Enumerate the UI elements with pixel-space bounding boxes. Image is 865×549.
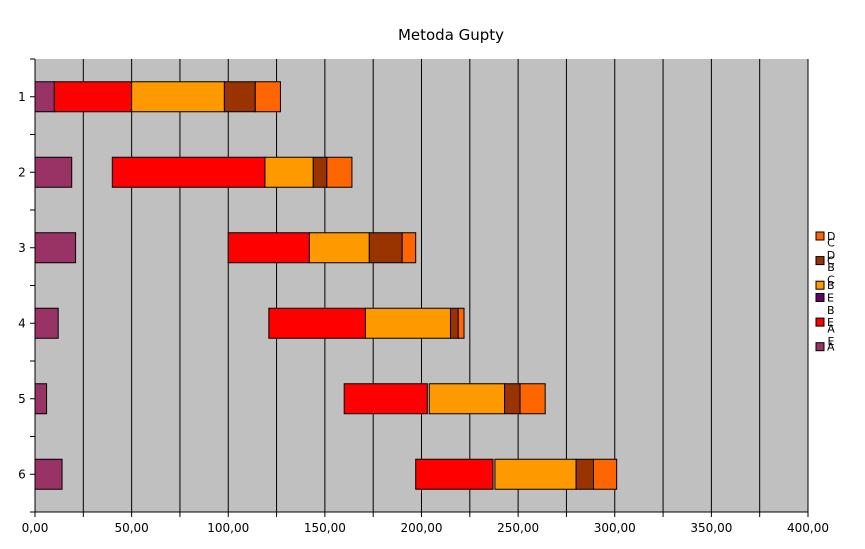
bar-row4-A <box>34 307 59 339</box>
bars <box>34 81 618 490</box>
legend-swatch-0 <box>815 231 825 241</box>
bar-row2-B <box>264 156 314 188</box>
x-tick-label-7: 350,00 <box>690 521 732 535</box>
bar-row5-E <box>343 383 428 415</box>
x-tick-label-3: 150,00 <box>304 521 346 535</box>
x-tick-label-2: 100,00 <box>207 521 249 535</box>
x-tick-label-1: 50,00 <box>114 521 148 535</box>
bar-row4-E <box>268 307 366 339</box>
axes: 1 2 3 4 5 6 0,00 50,00 100,00 150,00 200,00 250,00 3… <box>18 58 829 535</box>
y-tick-label-3: 3 <box>18 241 26 255</box>
legend-label-2: C <box>827 255 835 268</box>
x-tick-label-4: 200,00 <box>401 521 443 535</box>
legend-swatch-2 <box>815 256 825 266</box>
bar-row5-A <box>34 383 48 415</box>
bar-row2-A <box>34 156 73 188</box>
bar-row4-C <box>449 307 459 339</box>
legend-swatch-5 <box>815 293 825 302</box>
bar-row1-C <box>223 81 256 113</box>
plot-area <box>35 59 809 512</box>
legend-label-0: D <box>827 230 835 243</box>
x-tick-label-0: 0,00 <box>22 521 49 535</box>
legend-label-6: B <box>827 304 835 317</box>
bar-row5-D <box>519 383 546 415</box>
bar-row6-C <box>575 458 594 490</box>
legend-swatch-4 <box>815 280 825 290</box>
bar-row2-C <box>312 156 328 188</box>
x-tick-label-6: 300,00 <box>594 521 636 535</box>
y-tick-label-5: 5 <box>18 392 26 406</box>
y-tick-label-1: 1 <box>18 90 26 104</box>
bar-row3-C <box>368 232 403 264</box>
bar-row3-E <box>227 232 310 264</box>
bar-row4-B <box>364 307 451 339</box>
legend-label-4: B <box>827 279 835 292</box>
legend-label-5: E <box>827 292 834 305</box>
bar-row3-B <box>308 232 370 264</box>
x-tick-label-5: 250,00 <box>497 521 539 535</box>
bar-row1-B <box>131 81 225 113</box>
bar-row1-A <box>34 81 55 113</box>
bar-row2-D <box>326 156 353 188</box>
legend-label-7: E <box>827 316 834 329</box>
x-tick-label-8: 400,00 <box>787 521 829 535</box>
chart-title: Metoda Gupty <box>398 26 504 44</box>
bar-row6-A <box>34 458 63 490</box>
bar-row6-B <box>494 458 577 490</box>
bar-row6-E <box>415 458 494 490</box>
bar-row6-D <box>592 458 618 490</box>
bar-row4-D <box>457 307 465 339</box>
bar-row1-D <box>254 81 281 113</box>
legend-swatch-9 <box>815 342 825 352</box>
legend-swatch-7 <box>815 317 825 327</box>
y-tick-label-6: 6 <box>18 467 26 481</box>
bar-row3-A <box>34 232 77 264</box>
bar-row5-C <box>504 383 521 415</box>
y-tick-label-2: 2 <box>18 165 26 179</box>
y-tick-label-4: 4 <box>18 316 26 330</box>
bar-row1-E <box>53 81 133 113</box>
bar-row5-B <box>428 383 506 415</box>
bar-row3-D <box>401 232 417 264</box>
bar-row2-E <box>111 156 266 188</box>
legend-label-9: A <box>827 341 835 354</box>
